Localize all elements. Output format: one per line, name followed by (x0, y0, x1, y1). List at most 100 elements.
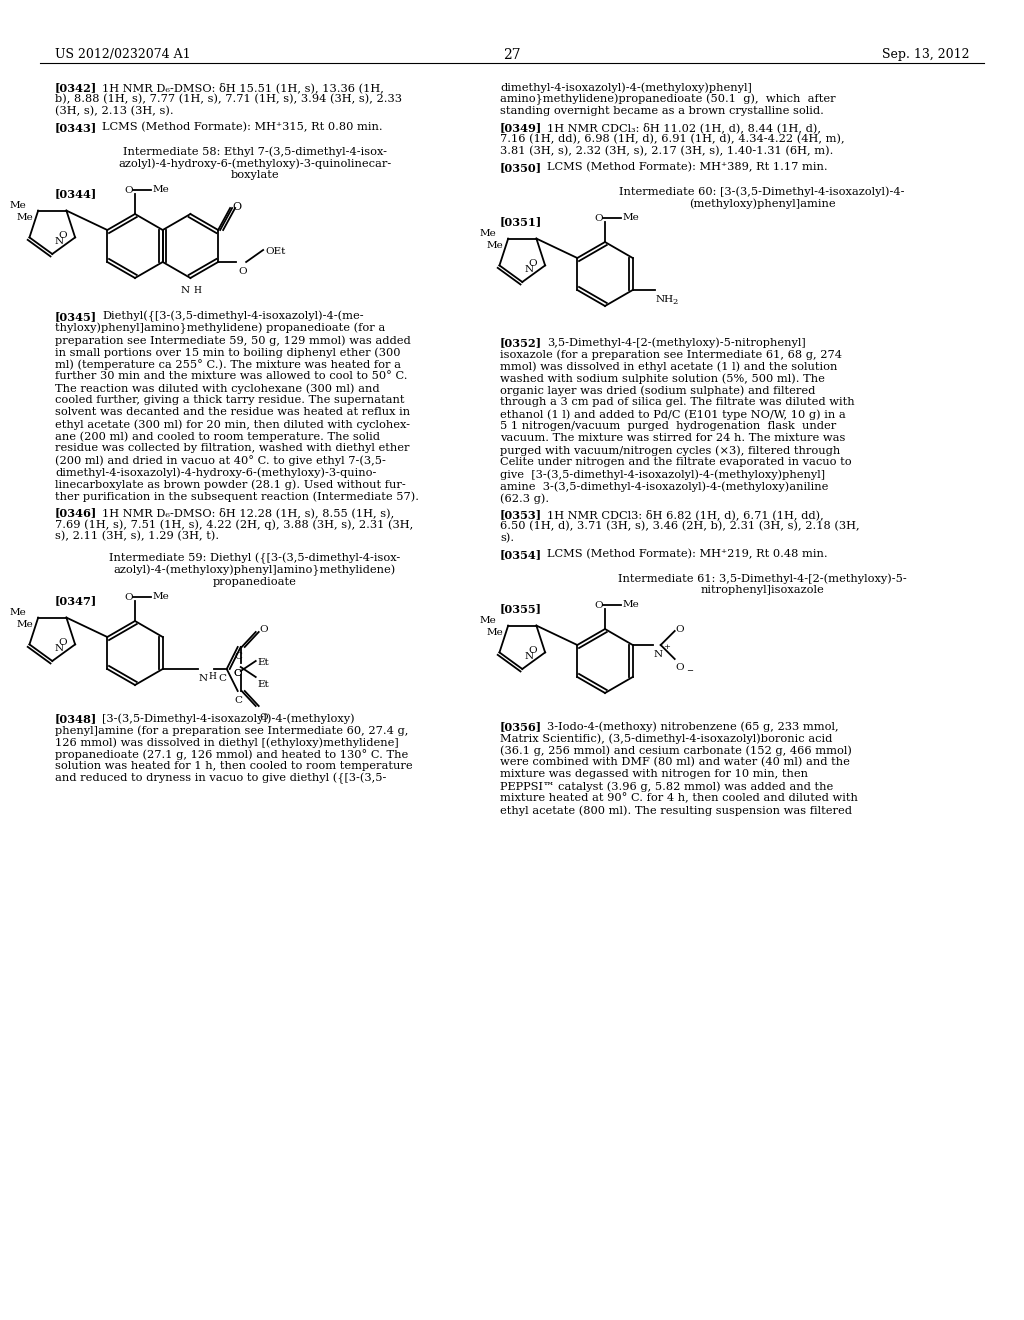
Text: solvent was decanted and the residue was heated at reflux in: solvent was decanted and the residue was… (55, 407, 411, 417)
Text: Matrix Scientific), (3,5-dimethyl-4-isoxazolyl)boronic acid: Matrix Scientific), (3,5-dimethyl-4-isox… (500, 733, 833, 743)
Text: Intermediate 59: Diethyl ({[3-(3,5-dimethyl-4-isox-: Intermediate 59: Diethyl ({[3-(3,5-dimet… (110, 553, 400, 565)
Text: (200 ml) and dried in vacuo at 40° C. to give ethyl 7-(3,5-: (200 ml) and dried in vacuo at 40° C. to… (55, 455, 386, 466)
Text: amine  3-(3,5-dimethyl-4-isoxazolyl)-4-(methyloxy)aniline: amine 3-(3,5-dimethyl-4-isoxazolyl)-4-(m… (500, 480, 828, 491)
Text: boxylate: boxylate (230, 170, 280, 180)
Text: (36.1 g, 256 mmol) and cesium carbonate (152 g, 466 mmol): (36.1 g, 256 mmol) and cesium carbonate … (500, 744, 852, 755)
Text: Me: Me (16, 620, 33, 630)
Text: and reduced to dryness in vacuo to give diethyl ({[3-(3,5-: and reduced to dryness in vacuo to give … (55, 774, 386, 784)
Text: Celite under nitrogen and the filtrate evaporated in vacuo to: Celite under nitrogen and the filtrate e… (500, 457, 852, 467)
Text: amino}methylidene)propanedioate (50.1  g),  which  after: amino}methylidene)propanedioate (50.1 g)… (500, 94, 836, 106)
Text: O: O (233, 669, 243, 678)
Text: 2: 2 (673, 298, 678, 306)
Text: Intermediate 60: [3-(3,5-Dimethyl-4-isoxazolyl)-4-: Intermediate 60: [3-(3,5-Dimethyl-4-isox… (620, 186, 905, 197)
Text: O: O (232, 202, 242, 213)
Text: O: O (58, 638, 68, 647)
Text: 7.16 (1H, dd), 6.98 (1H, d), 6.91 (1H, d), 4.34-4.22 (4H, m),: 7.16 (1H, dd), 6.98 (1H, d), 6.91 (1H, d… (500, 135, 845, 144)
Text: mixture was degassed with nitrogen for 10 min, then: mixture was degassed with nitrogen for 1… (500, 770, 808, 779)
Text: 7.69 (1H, s), 7.51 (1H, s), 4.22 (2H, q), 3.88 (3H, s), 2.31 (3H,: 7.69 (1H, s), 7.51 (1H, s), 4.22 (2H, q)… (55, 519, 414, 529)
Text: standing overnight became as a brown crystalline solid.: standing overnight became as a brown cry… (500, 106, 824, 116)
Text: ane (200 ml) and cooled to room temperature. The solid: ane (200 ml) and cooled to room temperat… (55, 432, 380, 442)
Text: Me: Me (479, 230, 497, 238)
Text: isoxazole (for a preparation see Intermediate 61, 68 g, 274: isoxazole (for a preparation see Interme… (500, 348, 842, 359)
Text: LCMS (Method Formate): MH⁺219, Rt 0.48 min.: LCMS (Method Formate): MH⁺219, Rt 0.48 m… (547, 549, 827, 560)
Text: O: O (528, 645, 538, 655)
Text: [0353]: [0353] (500, 510, 542, 520)
Text: azolyl)-4-(methyloxy)phenyl]amino}methylidene): azolyl)-4-(methyloxy)phenyl]amino}methyl… (114, 565, 396, 577)
Text: cooled further, giving a thick tarry residue. The supernatant: cooled further, giving a thick tarry res… (55, 395, 404, 405)
Text: 1H NMR D₆-DMSO: δH 12.28 (1H, s), 8.55 (1H, s),: 1H NMR D₆-DMSO: δH 12.28 (1H, s), 8.55 (… (102, 507, 394, 517)
Text: were combined with DMF (80 ml) and water (40 ml) and the: were combined with DMF (80 ml) and water… (500, 756, 850, 767)
Text: phenyl]amine (for a preparation see Intermediate 60, 27.4 g,: phenyl]amine (for a preparation see Inte… (55, 725, 409, 735)
Text: Me: Me (623, 213, 640, 222)
Text: Intermediate 61: 3,5-Dimethyl-4-[2-(methyloxy)-5-: Intermediate 61: 3,5-Dimethyl-4-[2-(meth… (617, 573, 906, 583)
Text: ethanol (1 l) and added to Pd/C (E101 type NO/W, 10 g) in a: ethanol (1 l) and added to Pd/C (E101 ty… (500, 409, 846, 420)
Text: O: O (125, 593, 133, 602)
Text: [0344]: [0344] (55, 187, 97, 199)
Text: N: N (181, 286, 190, 294)
Text: The reaction was diluted with cyclohexane (300 ml) and: The reaction was diluted with cyclohexan… (55, 383, 380, 393)
Text: mmol) was dissolved in ethyl acetate (1 l) and the solution: mmol) was dissolved in ethyl acetate (1 … (500, 360, 838, 371)
Text: 3,5-Dimethyl-4-[2-(methyloxy)-5-nitrophenyl]: 3,5-Dimethyl-4-[2-(methyloxy)-5-nitrophe… (547, 337, 806, 347)
Text: [0352]: [0352] (500, 337, 542, 348)
Text: Intermediate 58: Ethyl 7-(3,5-dimethyl-4-isox-: Intermediate 58: Ethyl 7-(3,5-dimethyl-4… (123, 147, 387, 157)
Text: [3-(3,5-Dimethyl-4-isoxazolyl)-4-(methyloxy): [3-(3,5-Dimethyl-4-isoxazolyl)-4-(methyl… (102, 713, 354, 723)
Text: Me: Me (153, 185, 170, 194)
Text: O: O (260, 713, 268, 722)
Text: ther purification in the subsequent reaction (Intermediate 57).: ther purification in the subsequent reac… (55, 491, 419, 502)
Text: Me: Me (16, 214, 33, 222)
Text: O: O (233, 669, 243, 678)
Text: 1H NMR D₆-DMSO: δH 15.51 (1H, s), 13.36 (1H,: 1H NMR D₆-DMSO: δH 15.51 (1H, s), 13.36 … (102, 82, 384, 92)
Text: N: N (653, 649, 663, 659)
Text: N: N (524, 652, 534, 661)
Text: Diethyl({[3-(3,5-dimethyl-4-isoxazolyl)-4-(me-: Diethyl({[3-(3,5-dimethyl-4-isoxazolyl)-… (102, 312, 364, 322)
Text: Me: Me (153, 591, 170, 601)
Text: (3H, s), 2.13 (3H, s).: (3H, s), 2.13 (3H, s). (55, 106, 174, 116)
Text: O: O (528, 259, 538, 268)
Text: C: C (234, 652, 243, 661)
Text: 3.81 (3H, s), 2.32 (3H, s), 2.17 (3H, s), 1.40-1.31 (6H, m).: 3.81 (3H, s), 2.32 (3H, s), 2.17 (3H, s)… (500, 147, 834, 156)
Text: purged with vacuum/nitrogen cycles (×3), filtered through: purged with vacuum/nitrogen cycles (×3),… (500, 445, 841, 455)
Text: s).: s). (500, 533, 514, 544)
Text: washed with sodium sulphite solution (5%, 500 ml). The: washed with sodium sulphite solution (5%… (500, 374, 825, 384)
Text: b), 8.88 (1H, s), 7.77 (1H, s), 7.71 (1H, s), 3.94 (3H, s), 2.33: b), 8.88 (1H, s), 7.77 (1H, s), 7.71 (1H… (55, 94, 402, 104)
Text: in small portions over 15 min to boiling diphenyl ether (300: in small portions over 15 min to boiling… (55, 347, 400, 358)
Text: give  [3-(3,5-dimethyl-4-isoxazolyl)-4-(methyloxy)phenyl]: give [3-(3,5-dimethyl-4-isoxazolyl)-4-(m… (500, 469, 825, 479)
Text: Me: Me (623, 601, 640, 609)
Text: linecarboxylate as brown powder (28.1 g). Used without fur-: linecarboxylate as brown powder (28.1 g)… (55, 479, 406, 490)
Text: [0354]: [0354] (500, 549, 542, 560)
Text: ethyl acetate (800 ml). The resulting suspension was filtered: ethyl acetate (800 ml). The resulting su… (500, 805, 852, 816)
Text: [0348]: [0348] (55, 713, 97, 723)
Text: solution was heated for 1 h, then cooled to room temperature: solution was heated for 1 h, then cooled… (55, 762, 413, 771)
Text: N: N (199, 675, 208, 682)
Text: 6.50 (1H, d), 3.71 (3H, s), 3.46 (2H, b), 2.31 (3H, s), 2.18 (3H,: 6.50 (1H, d), 3.71 (3H, s), 3.46 (2H, b)… (500, 521, 859, 532)
Text: O: O (595, 214, 603, 223)
Text: dimethyl-4-isoxazolyl)-4-hydroxy-6-(methyloxy)-3-quino-: dimethyl-4-isoxazolyl)-4-hydroxy-6-(meth… (55, 467, 377, 478)
Text: O: O (676, 663, 684, 672)
Text: H: H (209, 672, 217, 681)
Text: 1H NMR CDCl3: δH 6.82 (1H, d), 6.71 (1H, dd),: 1H NMR CDCl3: δH 6.82 (1H, d), 6.71 (1H,… (547, 510, 823, 520)
Text: O: O (125, 186, 133, 195)
Text: O: O (260, 624, 268, 634)
Text: Et: Et (258, 680, 269, 689)
Text: through a 3 cm pad of silica gel. The filtrate was diluted with: through a 3 cm pad of silica gel. The fi… (500, 397, 855, 407)
Text: dimethyl-4-isoxazolyl)-4-(methyloxy)phenyl]: dimethyl-4-isoxazolyl)-4-(methyloxy)phen… (500, 82, 752, 92)
Text: [0349]: [0349] (500, 121, 543, 133)
Text: [0347]: [0347] (55, 595, 97, 606)
Text: s), 2.11 (3H, s), 1.29 (3H, t).: s), 2.11 (3H, s), 1.29 (3H, t). (55, 531, 219, 541)
Text: (62.3 g).: (62.3 g). (500, 492, 549, 503)
Text: azolyl)-4-hydroxy-6-(methyloxy)-3-quinolinecar-: azolyl)-4-hydroxy-6-(methyloxy)-3-quinol… (119, 158, 391, 169)
Text: further 30 min and the mixture was allowed to cool to 50° C.: further 30 min and the mixture was allow… (55, 371, 408, 381)
Text: 1H NMR CDCl₃: δH 11.02 (1H, d), 8.44 (1H, d),: 1H NMR CDCl₃: δH 11.02 (1H, d), 8.44 (1H… (547, 121, 821, 133)
Text: C: C (219, 675, 226, 682)
Text: vacuum. The mixture was stirred for 24 h. The mixture was: vacuum. The mixture was stirred for 24 h… (500, 433, 846, 444)
Text: LCMS (Method Formate): MH⁺315, Rt 0.80 min.: LCMS (Method Formate): MH⁺315, Rt 0.80 m… (102, 121, 383, 132)
Text: LCMS (Method Formate): MH⁺389, Rt 1.17 min.: LCMS (Method Formate): MH⁺389, Rt 1.17 m… (547, 162, 827, 173)
Text: Me: Me (9, 201, 27, 210)
Text: organic layer was dried (sodium sulphate) and filtered: organic layer was dried (sodium sulphate… (500, 385, 815, 396)
Text: +: + (663, 643, 670, 651)
Text: Me: Me (486, 628, 503, 638)
Text: Me: Me (486, 242, 503, 251)
Text: mixture heated at 90° C. for 4 h, then cooled and diluted with: mixture heated at 90° C. for 4 h, then c… (500, 793, 858, 804)
Text: thyloxy)phenyl]amino}methylidene) propanedioate (for a: thyloxy)phenyl]amino}methylidene) propan… (55, 323, 385, 334)
Text: [0355]: [0355] (500, 603, 542, 614)
